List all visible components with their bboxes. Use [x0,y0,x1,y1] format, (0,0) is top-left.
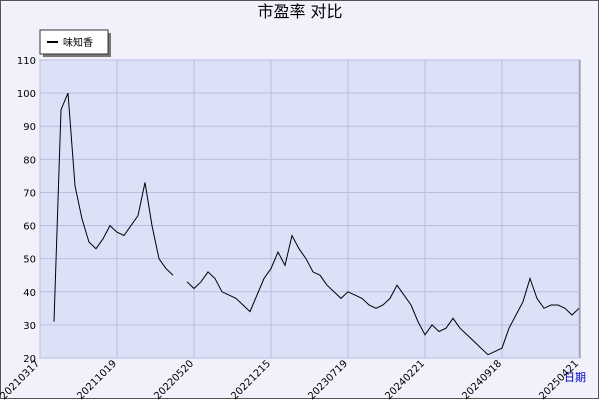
chart-title: 市盈率 对比 [257,2,342,21]
y-tick-label: 50 [23,255,36,266]
line-series [53,92,580,356]
y-tick-label: 90 [23,122,36,133]
y-tick-label: 110 [17,56,36,67]
legend: 味知香 [39,29,111,57]
y-tick-label: 60 [23,222,36,233]
y-tick-label: 100 [17,89,36,100]
plot-area [39,59,581,359]
y-tick-label: 80 [23,155,36,166]
y-tick-label: 40 [23,288,36,299]
x-axis-label: 日期 [564,371,586,384]
y-tick-label: 20 [23,354,36,365]
y-tick-label: 30 [23,321,36,332]
legend-label: 味知香 [63,36,93,49]
legend-box [39,29,109,55]
y-tick-label: 70 [23,188,36,199]
